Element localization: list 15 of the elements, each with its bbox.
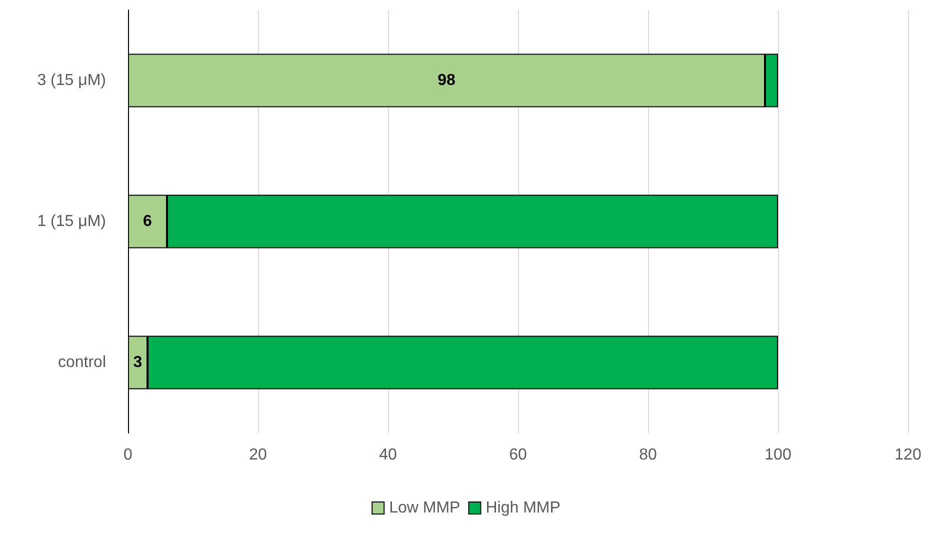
y-tick-label: 3 (15 μM) <box>37 72 106 89</box>
x-tick-label: 0 <box>124 446 133 464</box>
x-tick-label: 100 <box>764 446 792 464</box>
data-label: 6 <box>143 213 152 230</box>
legend-label: High MMP <box>486 500 560 516</box>
x-tick-label: 60 <box>509 446 527 464</box>
y-tick-label: 1 (15 μM) <box>37 213 106 230</box>
x-tick-label: 40 <box>379 446 397 464</box>
x-tick-label: 120 <box>894 446 922 464</box>
x-tick-label: 80 <box>639 446 657 464</box>
data-label: 98 <box>438 72 456 89</box>
legend-label: Low MMP <box>389 500 460 516</box>
data-label: 3 <box>133 354 142 371</box>
x-tick-label: 20 <box>249 446 267 464</box>
y-tick-label: control <box>58 354 106 371</box>
